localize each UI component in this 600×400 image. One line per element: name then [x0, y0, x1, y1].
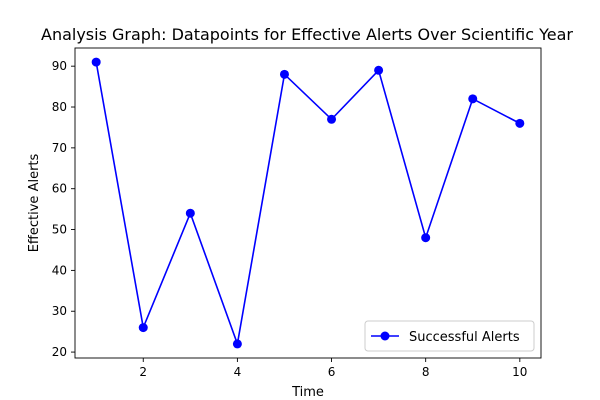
y-tick-label: 80 [52, 100, 67, 114]
x-tick-label: 6 [328, 365, 336, 379]
series-line-successful-alerts [95, 61, 521, 348]
data-point [421, 233, 431, 243]
data-point [91, 57, 101, 67]
legend: Successful Alerts [364, 320, 535, 352]
data-point [515, 118, 525, 128]
series-points [91, 57, 525, 349]
y-tick-label: 90 [52, 59, 67, 73]
x-tick-label: 4 [234, 365, 242, 379]
plot-frame [74, 47, 542, 359]
plot-area [75, 48, 541, 358]
y-axis-ticks: 20 30 40 50 60 70 80 90 [52, 59, 75, 359]
legend-box [364, 320, 535, 352]
x-axis-label: Time [291, 385, 324, 400]
data-point [468, 94, 478, 104]
chart-title: Analysis Graph: Datapoints for Effective… [41, 25, 573, 44]
y-tick-label: 20 [52, 345, 67, 359]
y-axis-label: Effective Alerts [27, 153, 42, 252]
x-tick-label: 8 [422, 365, 430, 379]
x-axis-ticks: 2 4 6 8 10 [139, 358, 527, 379]
y-tick-label: 60 [52, 182, 67, 196]
data-point [185, 208, 195, 218]
legend-marker [380, 331, 390, 341]
x-tick-label: 2 [139, 365, 147, 379]
y-tick-label: 30 [52, 304, 67, 318]
data-point [138, 323, 148, 333]
x-tick-label: 10 [512, 365, 527, 379]
data-point [374, 65, 384, 75]
y-tick-label: 40 [52, 263, 67, 277]
data-point [327, 114, 337, 124]
data-point [232, 339, 242, 349]
y-tick-label: 70 [52, 141, 67, 155]
y-tick-label: 50 [52, 223, 67, 237]
data-point [279, 69, 289, 79]
legend-label: Successful Alerts [409, 330, 520, 345]
